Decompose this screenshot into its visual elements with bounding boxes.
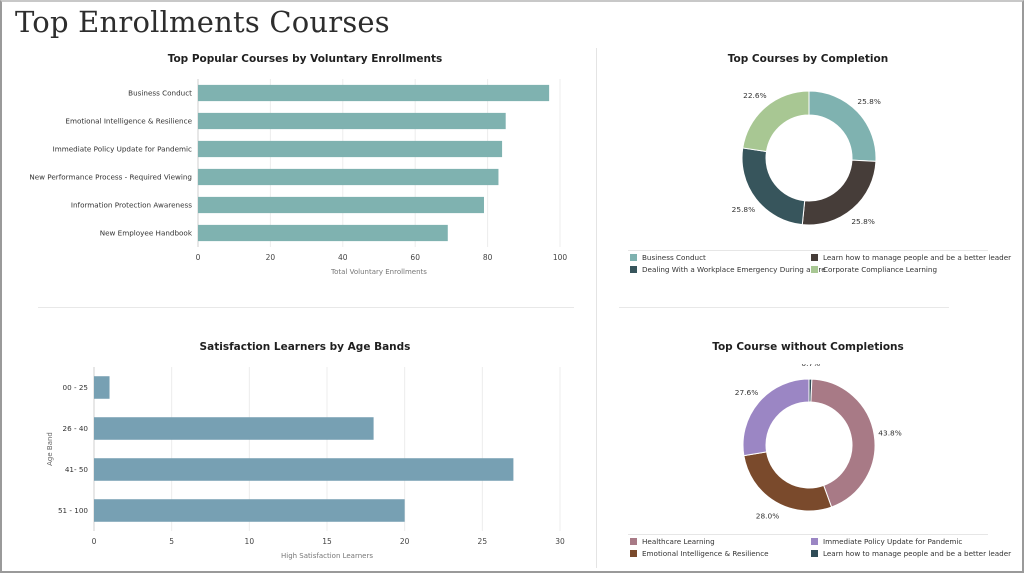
y-tick-label: New Performance Process - Required Viewi… bbox=[29, 173, 192, 182]
slice-value-label: 28.0% bbox=[756, 512, 779, 521]
legend-swatch bbox=[811, 550, 818, 557]
bar-new-employee-handbook bbox=[198, 224, 448, 242]
y-tick-label: Information Protection Awareness bbox=[71, 201, 192, 210]
x-tick-label: 5 bbox=[169, 537, 174, 546]
bar-41-50 bbox=[94, 458, 514, 481]
legend-swatch bbox=[630, 254, 637, 261]
slice-value-label: 43.8% bbox=[878, 429, 901, 438]
legend-divider bbox=[628, 534, 988, 535]
y-tick-label: 00 - 25 bbox=[63, 383, 88, 392]
x-tick-label: 30 bbox=[555, 537, 565, 546]
slice-learn-how-to-manage-people-and-be-a-better-leader bbox=[801, 159, 877, 226]
slice-value-label: 0.7% bbox=[801, 364, 820, 368]
bar-00-25 bbox=[94, 376, 110, 399]
legend-label: Corporate Compliance Learning bbox=[823, 265, 938, 274]
no-completion-donut-chart: 0.7% 43.8% 28.0% 27.6% bbox=[735, 364, 902, 521]
slice-value-label: 25.8% bbox=[857, 97, 880, 106]
y-tick-label: 51 - 100 bbox=[58, 506, 88, 515]
horizontal-divider-left bbox=[38, 307, 574, 308]
y-tick-label: New Employee Handbook bbox=[100, 229, 193, 238]
bar-26-40 bbox=[94, 417, 374, 440]
y-tick-label: Emotional Intelligence & Resilience bbox=[65, 117, 192, 126]
slice-healthcare-learning bbox=[810, 378, 876, 508]
y-tick-label: 41- 50 bbox=[65, 465, 89, 474]
popular-courses-bar-chart: 0 20 40 60 80 100 Business Conduct Emotional In… bbox=[29, 79, 568, 276]
completion-legend: Business Conduct Learn how to manage peop… bbox=[628, 252, 1011, 278]
legend-label: Business Conduct bbox=[642, 253, 706, 262]
x-tick-label: 10 bbox=[245, 537, 255, 546]
chart-title-completion: Top Courses by Completion bbox=[727, 53, 889, 65]
legend-item-corporate-compliance-learning: Corporate Compliance Learning bbox=[811, 265, 937, 274]
legend-label: Healthcare Learning bbox=[642, 537, 715, 546]
x-tick-label: 80 bbox=[483, 253, 493, 262]
legend-item-emotional-intelligence-resilience: Emotional Intelligence & Resilience bbox=[630, 549, 769, 558]
satisfaction-bar-chart: 0 5 10 15 20 25 30 00 - 25 26 - 40 41- 50 51 - 100… bbox=[46, 367, 565, 560]
legend-label: Emotional Intelligence & Resilience bbox=[642, 549, 769, 558]
x-axis-label: High Satisfaction Learners bbox=[281, 552, 373, 560]
x-tick-label: 20 bbox=[400, 537, 410, 546]
legend-swatch bbox=[630, 538, 637, 545]
chart-title-satisfaction: Satisfaction Learners by Age Bands bbox=[199, 341, 411, 353]
bar-information-protection-awareness bbox=[198, 196, 484, 214]
y-tick-label: 26 - 40 bbox=[63, 424, 89, 433]
bar-51-100 bbox=[94, 499, 405, 522]
no-completion-legend: Healthcare Learning Immediate Policy Upda… bbox=[628, 536, 1011, 562]
x-tick-label: 25 bbox=[478, 537, 488, 546]
legend-item-learn-how-to-manage-people-and-be-a-better-leader: Learn how to manage people and be a bett… bbox=[811, 253, 1011, 262]
x-tick-label: 100 bbox=[553, 253, 568, 262]
legend-item-dealing-with-a-workplace-emergency-during-a-fire: Dealing With a Workplace Emergency Durin… bbox=[630, 265, 826, 274]
slice-emotional-intelligence-resilience bbox=[743, 451, 833, 512]
legend-swatch bbox=[811, 254, 818, 261]
x-tick-label: 60 bbox=[410, 253, 420, 262]
legend-swatch bbox=[630, 266, 637, 273]
x-tick-label: 0 bbox=[92, 537, 97, 546]
bar-new-performance-process-required-viewing bbox=[198, 168, 499, 186]
legend-swatch bbox=[811, 538, 818, 545]
x-tick-label: 40 bbox=[338, 253, 348, 262]
vertical-divider bbox=[596, 48, 597, 568]
y-tick-label: Immediate Policy Update for Pandemic bbox=[53, 145, 192, 154]
slice-value-label: 27.6% bbox=[735, 388, 758, 397]
legend-item-healthcare-learning: Healthcare Learning bbox=[630, 537, 715, 546]
slice-immediate-policy-update-for-pandemic bbox=[742, 378, 810, 457]
legend-label: Learn how to manage people and be a bett… bbox=[823, 253, 1012, 262]
x-axis-label: Total Voluntary Enrollments bbox=[330, 268, 427, 276]
chart-title-popular-courses: Top Popular Courses by Voluntary Enrollm… bbox=[167, 53, 443, 65]
slice-value-label: 22.6% bbox=[743, 91, 766, 100]
slice-value-label: 25.8% bbox=[851, 217, 874, 226]
y-tick-label: Business Conduct bbox=[128, 89, 192, 98]
slice-value-label: 25.8% bbox=[732, 205, 755, 214]
slice-corporate-compliance-learning bbox=[742, 90, 810, 153]
horizontal-divider-right bbox=[619, 307, 949, 308]
legend-item-business-conduct: Business Conduct bbox=[630, 253, 706, 262]
chart-title-no-completion: Top Course without Completions bbox=[712, 341, 904, 353]
bar-business-conduct bbox=[198, 84, 550, 102]
legend-label: Immediate Policy Update for Pandemic bbox=[823, 537, 963, 546]
legend-swatch bbox=[811, 266, 818, 273]
legend-label: Learn how to manage people and be a bett… bbox=[823, 549, 1012, 558]
y-axis-label: Age Band bbox=[46, 432, 54, 466]
completion-donut-chart: 25.8% 25.8% 25.8% 22.6% bbox=[732, 90, 881, 226]
x-tick-label: 15 bbox=[322, 537, 332, 546]
x-tick-label: 20 bbox=[266, 253, 276, 262]
bar-immediate-policy-update-for-pandemic bbox=[198, 140, 503, 158]
bar-emotional-intelligence-resilience bbox=[198, 112, 506, 130]
x-tick-label: 0 bbox=[196, 253, 201, 262]
legend-divider bbox=[628, 250, 988, 251]
legend-swatch bbox=[630, 550, 637, 557]
legend-item-learn-how-to-manage-people-and-be-a-better-leader: Learn how to manage people and be a bett… bbox=[811, 549, 1011, 558]
page-title: Top Enrollments Courses bbox=[15, 5, 390, 39]
legend-item-immediate-policy-update-for-pandemic: Immediate Policy Update for Pandemic bbox=[811, 537, 962, 546]
legend-label: Dealing With a Workplace Emergency Durin… bbox=[642, 265, 826, 274]
